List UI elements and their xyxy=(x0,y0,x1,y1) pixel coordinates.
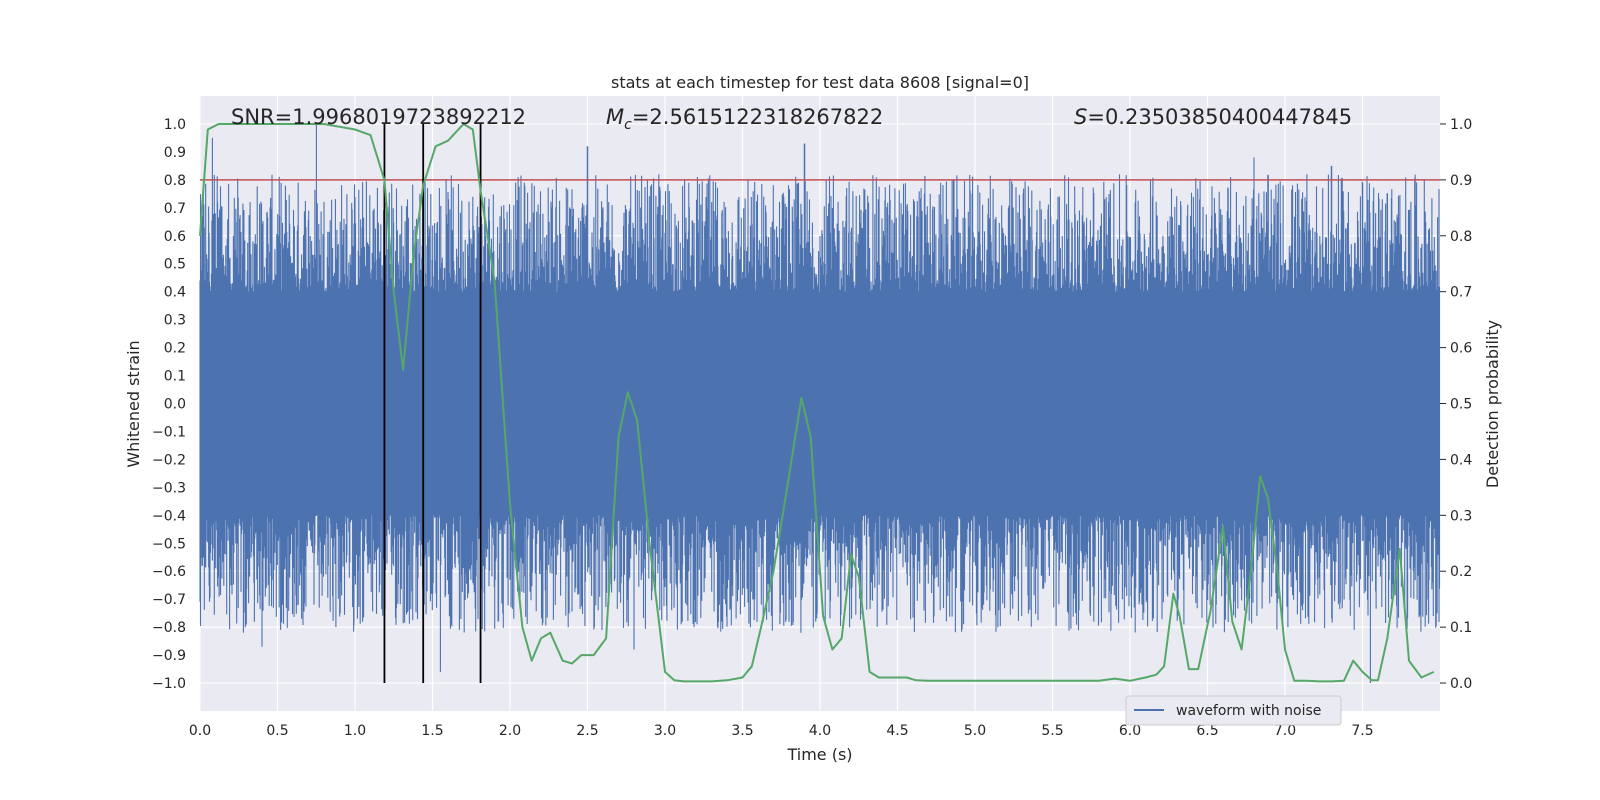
x-tick-label: 1.5 xyxy=(421,723,443,739)
chirp-mass-subscript: c xyxy=(624,117,632,133)
y-tick-label: 0.0 xyxy=(164,397,186,413)
x-tick-label: 5.5 xyxy=(1041,723,1063,739)
y-tick-label: 0.3 xyxy=(164,313,186,329)
x-tick-label: 3.5 xyxy=(731,723,753,739)
x-tick-label: 0.5 xyxy=(266,723,288,739)
y-tick-label: −0.7 xyxy=(152,592,186,608)
x-tick-label: 7.0 xyxy=(1274,723,1296,739)
y2-tick-label: 0.9 xyxy=(1450,173,1472,189)
vertical-marker-lines xyxy=(383,123,482,684)
y-tick-label: −0.2 xyxy=(152,452,186,468)
y-tick-labels: 1.0 0.9 0.8 0.7 0.6 0.5 0.4 0.3 0.2 0.1 0.0 −0.1 −0.… xyxy=(152,117,186,692)
y2-tick-label: 0.4 xyxy=(1450,452,1472,468)
s-value: =0.23503850400447845 xyxy=(1087,105,1352,129)
y-tick-label: −0.9 xyxy=(152,648,186,664)
y2-axis-label: Detection probability xyxy=(1483,320,1502,488)
x-tick-label: 6.0 xyxy=(1119,723,1141,739)
x-tick-label: 4.5 xyxy=(886,723,908,739)
s-annotation: S=0.23503850400447845 xyxy=(1074,105,1352,129)
x-tick-label: 2.0 xyxy=(499,723,521,739)
x-tick-label: 2.5 xyxy=(576,723,598,739)
chirp-mass-symbol: M xyxy=(606,105,624,129)
y-tick-label: 0.5 xyxy=(164,257,186,273)
y2-tick-label: 0.5 xyxy=(1450,397,1472,413)
series-detection-probability xyxy=(199,123,1435,683)
y-tick-label: 0.1 xyxy=(164,369,186,385)
y-tick-label: 0.2 xyxy=(164,341,186,357)
s-symbol: S xyxy=(1074,105,1087,129)
y-tick-label: −1.0 xyxy=(152,676,186,692)
x-tick-label: 6.5 xyxy=(1196,723,1218,739)
y-tick-label: 0.7 xyxy=(164,201,186,217)
x-tick-label: 7.5 xyxy=(1351,723,1373,739)
y-tick-label: 0.8 xyxy=(164,173,186,189)
y2-tick-labels: 1.0 0.9 0.8 0.7 0.6 0.5 0.4 0.3 0.2 0.1 0.0 xyxy=(1440,117,1472,692)
legend-box xyxy=(1125,695,1342,726)
waveform-core xyxy=(200,291,1440,516)
y-tick-label: −0.3 xyxy=(152,480,186,496)
x-tick-label: 4.0 xyxy=(809,723,831,739)
legend-label-waveform: waveform with noise xyxy=(1176,703,1321,719)
y2-tick-label: 0.0 xyxy=(1450,676,1472,692)
y-tick-label: 0.4 xyxy=(164,285,186,301)
y-tick-label: −0.6 xyxy=(152,564,186,580)
x-tick-labels: 0.0 0.5 1.0 1.5 2.0 2.5 3.0 3.5 4.0 4.5 5.0 5.5 6.0 6… xyxy=(189,723,1374,739)
chart-title: stats at each timestep for test data 860… xyxy=(611,73,1029,92)
y-tick-label: 0.6 xyxy=(164,229,186,245)
x-tick-label: 1.0 xyxy=(344,723,366,739)
y-tick-label: 0.9 xyxy=(164,145,186,161)
y-tick-label: −0.5 xyxy=(152,536,186,552)
y-tick-label: −0.8 xyxy=(152,620,186,636)
y2-tick-label: 0.6 xyxy=(1450,341,1472,357)
legend: waveform with noise xyxy=(1125,695,1342,726)
y-tick-label: −0.4 xyxy=(152,508,186,524)
y-tick-label: −0.1 xyxy=(152,424,186,440)
chirp-mass-value: =2.5615122318267822 xyxy=(632,105,883,129)
chirp-mass-annotation: Mc=2.5615122318267822 xyxy=(606,105,883,133)
y2-tick-label: 0.2 xyxy=(1450,564,1472,580)
y2-tick-label: 0.7 xyxy=(1450,285,1472,301)
x-tick-label: 3.0 xyxy=(654,723,676,739)
y2-tick-label: 0.3 xyxy=(1450,508,1472,524)
x-tick-label: 0.0 xyxy=(189,723,211,739)
detection-probability-line xyxy=(199,123,1435,683)
y2-tick-label: 1.0 xyxy=(1450,117,1472,133)
x-tick-label: 5.0 xyxy=(964,723,986,739)
snr-annotation: SNR=1.9968019723892212 xyxy=(231,105,526,129)
y2-tick-label: 0.1 xyxy=(1450,620,1472,636)
y2-tick-label: 0.8 xyxy=(1450,229,1472,245)
x-axis-label: Time (s) xyxy=(786,745,852,764)
y-axis-label: Whitened strain xyxy=(124,340,143,467)
y-tick-label: 1.0 xyxy=(164,117,186,133)
